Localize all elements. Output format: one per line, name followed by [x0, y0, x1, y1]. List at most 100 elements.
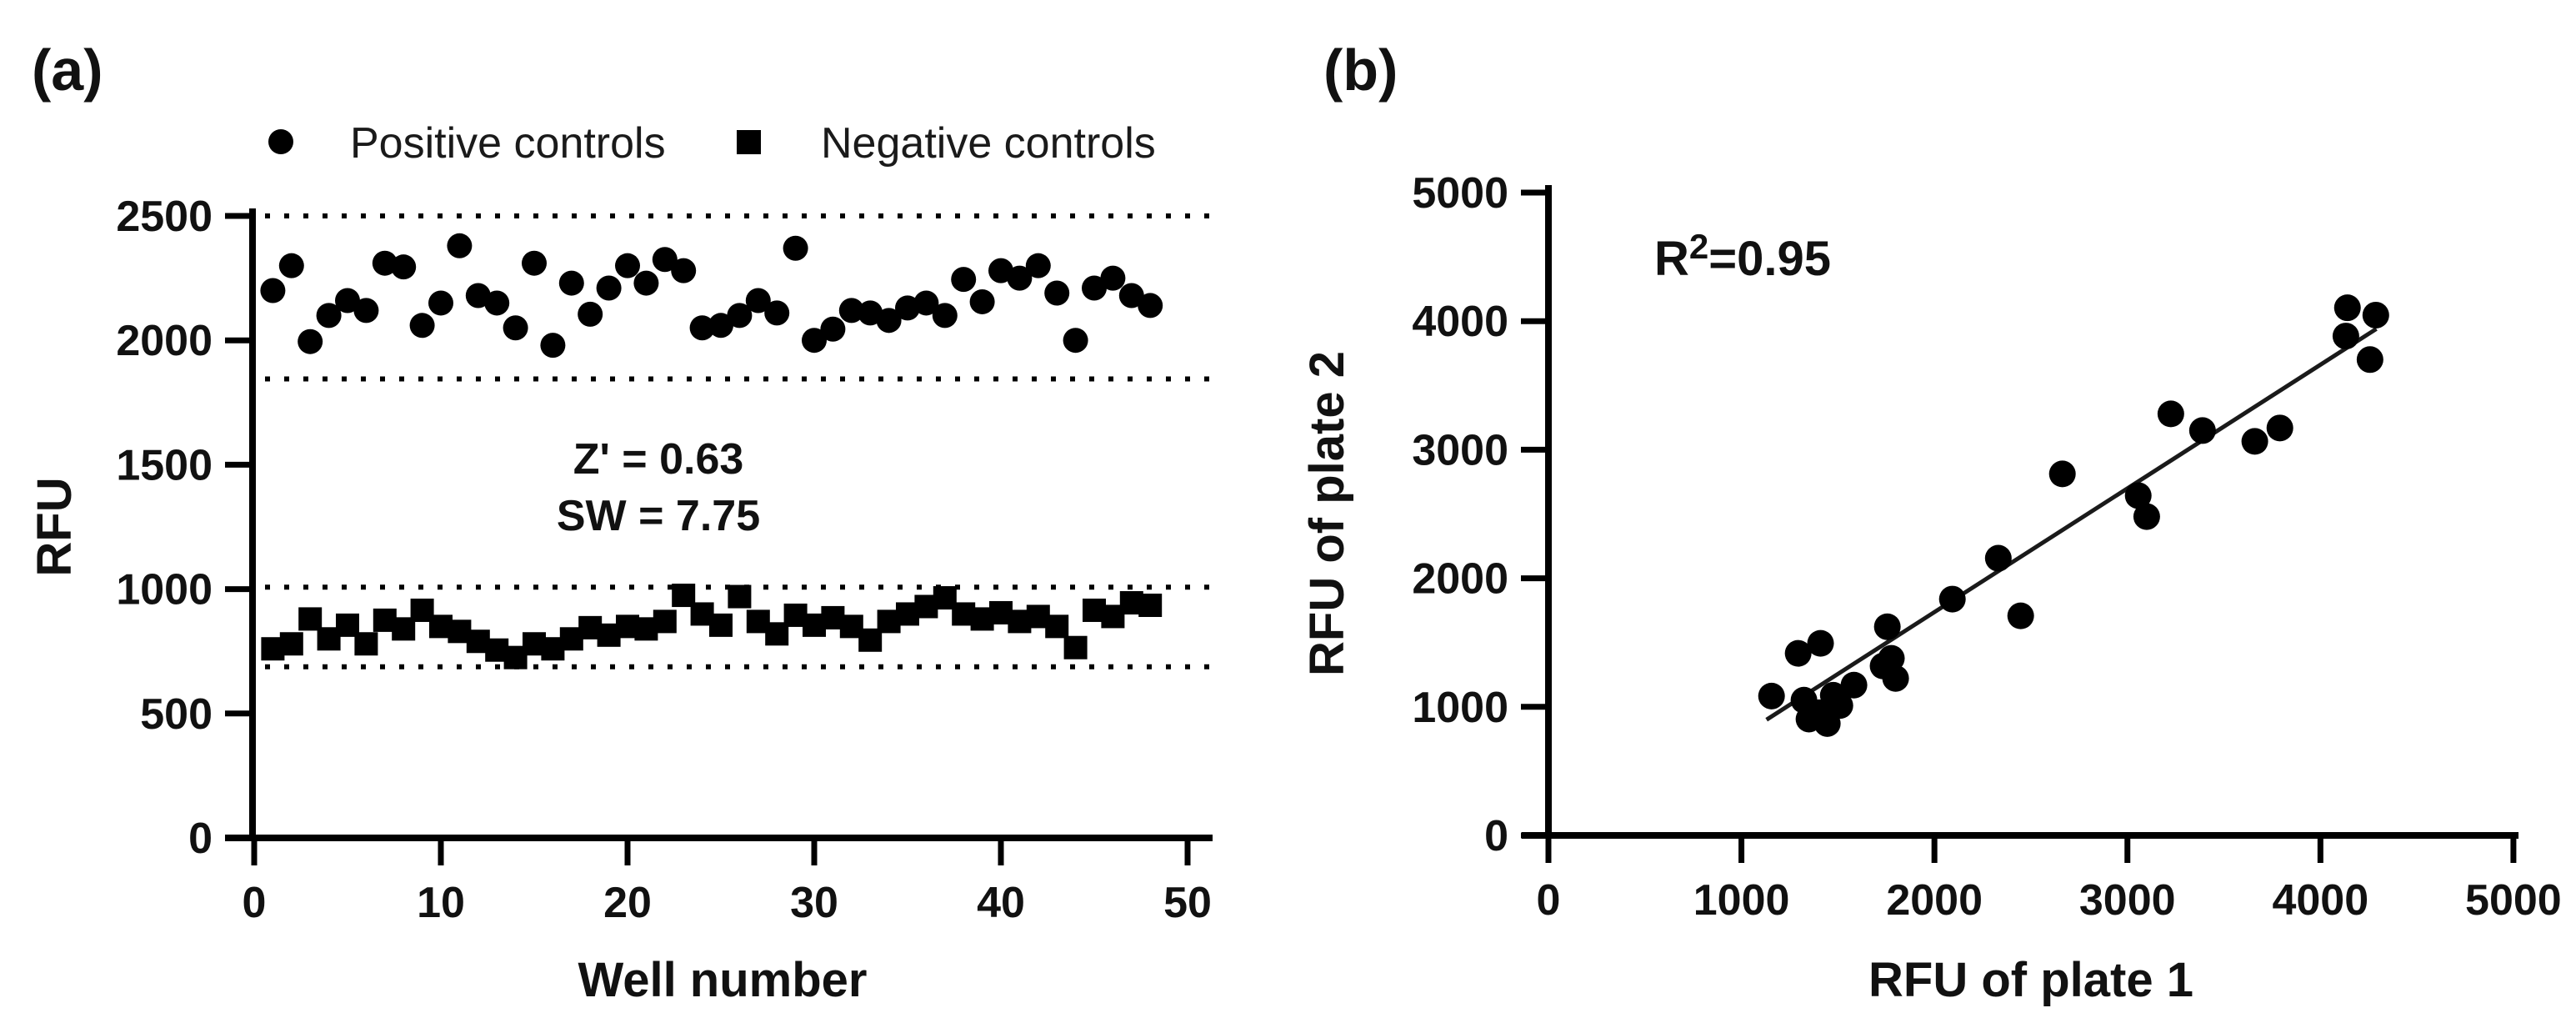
panel-a: (a) 0 500 1000 1500 2000 2500 0 10 20 30 40 50 Posi… — [28, 38, 1213, 1007]
panel-a-y-tick-label: 1500 — [116, 441, 213, 489]
panel-a-axes: 0 500 1000 1500 2000 2500 0 10 20 30 40 50 — [116, 193, 1213, 927]
panel-b-x-tick-label: 0 — [1537, 876, 1561, 925]
data-point-positive — [503, 315, 528, 341]
data-point — [2266, 414, 2293, 442]
data-point-positive — [447, 233, 473, 258]
panel-a-x-tick-label: 30 — [790, 879, 838, 927]
data-point — [2188, 417, 2216, 444]
panel-a-x-tick-label: 0 — [243, 879, 267, 927]
data-point-positive — [353, 298, 379, 323]
data-point — [2133, 503, 2160, 530]
data-point — [1873, 613, 1901, 640]
data-point-positive — [540, 333, 566, 359]
data-point-negative — [728, 584, 752, 609]
data-point — [1758, 682, 1785, 710]
data-point — [2356, 346, 2383, 374]
data-point-positive — [522, 250, 547, 276]
data-point-positive — [578, 301, 603, 327]
data-point-positive — [633, 270, 659, 296]
panel-b-annotation-r2: R2=0.95 — [1654, 227, 1831, 286]
panel-b-x-tick-label: 3000 — [2079, 876, 2176, 925]
data-point-positive — [671, 258, 697, 283]
data-point — [2332, 323, 2359, 350]
data-point — [1807, 629, 1834, 657]
data-point — [2124, 482, 2152, 509]
data-point — [1784, 639, 1812, 667]
legend-positive-label: Positive controls — [350, 119, 666, 168]
panel-a-y-tick-label: 2500 — [116, 193, 213, 241]
data-point-positive — [764, 300, 790, 326]
data-point — [1938, 585, 1966, 613]
data-point-positive — [260, 278, 286, 303]
data-point-positive — [727, 303, 753, 328]
panel-a-legend: Positive controls Negative controls — [268, 119, 1156, 168]
panel-a-x-tick-label: 50 — [1163, 879, 1212, 927]
data-point-positive — [802, 328, 827, 354]
panel-a-annotation-zprime: Z' = 0.63 — [573, 435, 744, 484]
data-point-positive — [1025, 253, 1051, 278]
data-point-negative — [1045, 614, 1069, 639]
panel-a-threshold-lines — [265, 213, 1210, 669]
r2-base: R — [1654, 232, 1689, 286]
panel-b-y-tick-label: 1000 — [1412, 684, 1508, 732]
data-point — [2333, 294, 2361, 322]
data-point-positive — [932, 303, 958, 328]
panel-b-y-tick-label: 4000 — [1412, 298, 1508, 346]
data-point — [2241, 428, 2268, 455]
data-point-negative — [709, 613, 733, 637]
data-point-positive — [969, 288, 995, 314]
data-point-positive — [335, 288, 360, 313]
panel-b-axes: 0 1000 2000 3000 4000 5000 0 1000 2000 3000 4000 50… — [1412, 169, 2561, 925]
panel-a-y-tick-label: 2000 — [116, 317, 213, 365]
panel-b-x-tick-label: 5000 — [2465, 876, 2562, 925]
panel-b-x-axis-title: RFU of plate 1 — [1868, 953, 2193, 1007]
panel-a-x-tick-label: 40 — [977, 879, 1025, 927]
data-point-positive — [783, 235, 808, 261]
data-point-positive — [913, 290, 939, 316]
panel-b-y-tick-label: 5000 — [1412, 169, 1508, 218]
legend-positive-circle-icon — [268, 129, 293, 154]
data-point-positive — [1044, 280, 1070, 306]
data-point-positive — [484, 290, 510, 316]
data-point — [2362, 301, 2389, 328]
data-point-positive — [1082, 275, 1107, 301]
data-point-positive — [689, 315, 715, 341]
panel-a-y-tick-label: 1000 — [116, 566, 213, 614]
data-point-positive — [596, 275, 622, 301]
panel-a-x-tick-label: 20 — [603, 879, 652, 927]
regression-line — [1765, 327, 2378, 722]
data-point-positive — [1118, 283, 1144, 308]
data-point-negative — [354, 632, 378, 656]
r2-value: =0.95 — [1708, 232, 1831, 286]
data-point — [1984, 544, 2012, 572]
data-point-negative — [1138, 593, 1163, 617]
data-point-positive — [391, 254, 417, 280]
panel-b-regression-line-group — [1765, 327, 2378, 722]
panel-b: (b) 0 1000 2000 3000 4000 5000 0 1000 2000 3000 40… — [1300, 38, 2562, 1007]
data-point-positive — [876, 308, 902, 333]
data-point-positive — [1007, 265, 1033, 291]
data-point — [2048, 460, 2076, 488]
panel-a-x-axis-title: Well number — [578, 953, 868, 1007]
data-point-negative — [279, 632, 303, 656]
panel-a-y-tick-label: 500 — [140, 690, 213, 739]
r2-superscript: 2 — [1689, 227, 1708, 266]
data-point — [1882, 664, 1909, 692]
panel-a-data-points — [260, 233, 1163, 669]
panel-a-x-tick-label: 10 — [417, 879, 465, 927]
data-point-positive — [278, 253, 304, 278]
data-point-positive — [428, 290, 453, 316]
data-point — [2007, 602, 2034, 629]
data-point-positive — [1100, 265, 1126, 291]
data-point-positive — [820, 316, 846, 342]
data-point-negative — [298, 607, 323, 631]
data-point-positive — [1138, 293, 1163, 318]
data-point-positive — [652, 247, 678, 273]
panel-a-annotation-sw: SW = 7.75 — [557, 492, 760, 540]
data-point-negative — [653, 609, 677, 634]
data-point-positive — [298, 328, 323, 354]
data-point — [1878, 644, 1905, 672]
panel-b-y-axis-title: RFU of plate 2 — [1300, 351, 1354, 676]
